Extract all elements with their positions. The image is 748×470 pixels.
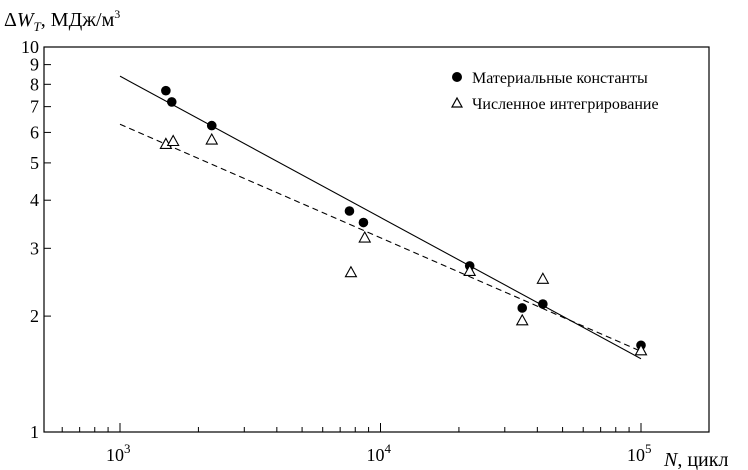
- y-tick-label: 6: [30, 122, 39, 142]
- legend-marker-open-triangle: [450, 96, 464, 108]
- plot-frame: [43, 46, 710, 433]
- y-tick-label: 2: [30, 306, 39, 326]
- x-axis-ticks: 103 104 105: [61, 423, 652, 465]
- y-tick-label: 5: [30, 153, 39, 173]
- y-tick-label: 10: [21, 37, 39, 57]
- x-axis-label: N, цикл: [663, 449, 728, 470]
- point-filled-circle: [344, 206, 355, 216]
- y-tick-label: 3: [30, 238, 39, 258]
- y-tick-label: 8: [30, 74, 39, 94]
- point-filled-circle: [358, 217, 369, 228]
- fit-line-solid: [119, 75, 642, 360]
- fit-line-dashed: [119, 123, 642, 352]
- point-filled-circle: [166, 97, 177, 107]
- y-tick-label: 9: [30, 55, 39, 75]
- y-tick-label: 1: [30, 422, 39, 442]
- legend-marker-filled-circle: [452, 72, 462, 82]
- point-filled-circle: [206, 120, 217, 131]
- point-open-triangle: [358, 230, 372, 243]
- point-filled-circle: [538, 299, 548, 309]
- x-tick-label: 103: [106, 441, 131, 465]
- data-points: [159, 85, 648, 356]
- point-open-triangle: [515, 313, 529, 326]
- point-open-triangle: [463, 264, 477, 277]
- point-open-triangle: [634, 343, 648, 356]
- legend-label-material-constants: Материальные константы: [472, 70, 648, 87]
- legend: Материальные константы Численное интегри…: [450, 70, 659, 113]
- x-tick-label: 105: [627, 441, 652, 465]
- point-open-triangle: [344, 265, 358, 278]
- y-tick-label: 7: [30, 97, 39, 117]
- point-open-triangle: [166, 134, 180, 147]
- x-tick-label: 104: [367, 441, 392, 465]
- y-axis-label: ΔWT, МДж/м3: [4, 7, 120, 34]
- plot-frame-group: [43, 46, 710, 433]
- y-tick-label: 4: [30, 190, 39, 210]
- point-open-triangle: [205, 132, 219, 145]
- legend-label-numerical-integration: Численное интегрирование: [472, 96, 659, 113]
- point-open-triangle: [536, 272, 550, 284]
- fit-lines: [119, 75, 642, 360]
- point-filled-circle: [161, 85, 171, 96]
- point-filled-circle: [517, 303, 528, 313]
